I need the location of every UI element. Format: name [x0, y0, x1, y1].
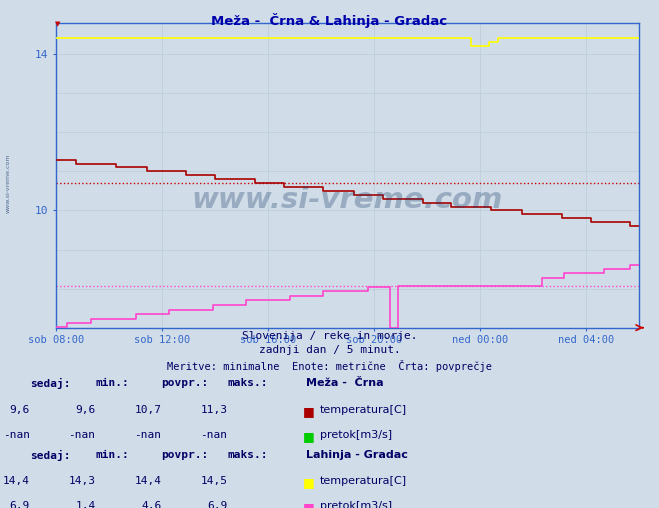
Text: 6,9: 6,9: [9, 501, 30, 508]
Text: 9,6: 9,6: [9, 405, 30, 415]
Text: -nan: -nan: [3, 430, 30, 440]
Text: 6,9: 6,9: [207, 501, 227, 508]
Text: min.:: min.:: [96, 378, 129, 389]
Text: 14,3: 14,3: [69, 476, 96, 486]
Text: 14,4: 14,4: [3, 476, 30, 486]
Text: -nan: -nan: [69, 430, 96, 440]
Text: www.si-vreme.com: www.si-vreme.com: [5, 153, 11, 213]
Text: Lahinja - Gradac: Lahinja - Gradac: [306, 450, 409, 460]
Text: www.si-vreme.com: www.si-vreme.com: [192, 185, 503, 214]
Text: ▼: ▼: [55, 21, 61, 27]
Text: -nan: -nan: [200, 430, 227, 440]
Text: Meža -  Črna & Lahinja - Gradac: Meža - Črna & Lahinja - Gradac: [212, 13, 447, 28]
Text: ■: ■: [303, 430, 315, 443]
Text: 14,4: 14,4: [134, 476, 161, 486]
Text: Meža -  Črna: Meža - Črna: [306, 378, 384, 389]
Text: 1,4: 1,4: [75, 501, 96, 508]
Text: ■: ■: [303, 501, 315, 508]
Text: maks.:: maks.:: [227, 450, 268, 460]
Text: min.:: min.:: [96, 450, 129, 460]
Text: temperatura[C]: temperatura[C]: [320, 405, 407, 415]
Text: ■: ■: [303, 476, 315, 489]
Text: zadnji dan / 5 minut.: zadnji dan / 5 minut.: [258, 345, 401, 356]
Text: 4,6: 4,6: [141, 501, 161, 508]
Text: pretok[m3/s]: pretok[m3/s]: [320, 501, 391, 508]
Text: 14,5: 14,5: [200, 476, 227, 486]
Text: ■: ■: [303, 405, 315, 418]
Text: 10,7: 10,7: [134, 405, 161, 415]
Text: 9,6: 9,6: [75, 405, 96, 415]
Text: maks.:: maks.:: [227, 378, 268, 389]
Text: pretok[m3/s]: pretok[m3/s]: [320, 430, 391, 440]
Text: Meritve: minimalne  Enote: metrične  Črta: povprečje: Meritve: minimalne Enote: metrične Črta:…: [167, 360, 492, 372]
Text: sedaj:: sedaj:: [30, 450, 70, 461]
Text: temperatura[C]: temperatura[C]: [320, 476, 407, 486]
Text: povpr.:: povpr.:: [161, 450, 209, 460]
Text: Slovenija / reke in morje.: Slovenija / reke in morje.: [242, 331, 417, 341]
Text: 11,3: 11,3: [200, 405, 227, 415]
Text: sedaj:: sedaj:: [30, 378, 70, 390]
Text: -nan: -nan: [134, 430, 161, 440]
Text: povpr.:: povpr.:: [161, 378, 209, 389]
